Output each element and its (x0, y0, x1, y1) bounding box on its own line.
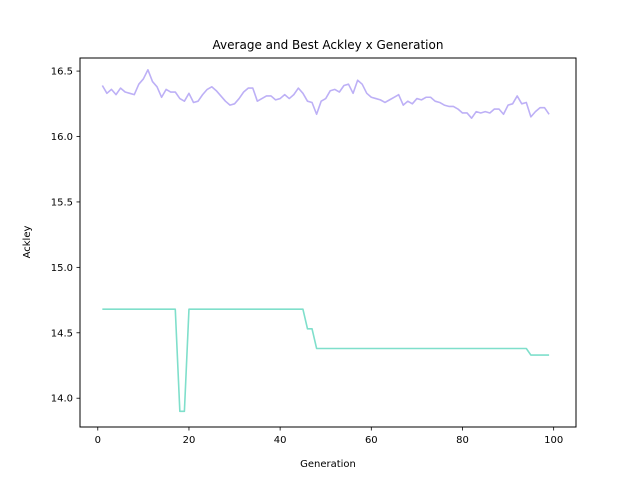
x-tick-label: 40 (274, 435, 287, 446)
x-tick-label: 0 (95, 435, 101, 446)
plot-area-frame (79, 57, 577, 428)
y-tick-label: 16.5 (51, 67, 73, 78)
y-tick-label: 15.5 (51, 197, 73, 208)
x-tick-label: 60 (365, 435, 378, 446)
x-tick-label: 100 (544, 435, 563, 446)
y-tick-label: 15.0 (51, 263, 73, 274)
x-tick-label: 80 (456, 435, 469, 446)
best-ackley-line (102, 308, 550, 413)
y-tick-label: 14.0 (51, 394, 73, 405)
series-layer (101, 68, 550, 413)
y-axis-label: Ackley (22, 226, 33, 259)
y-tick-label: 14.5 (51, 328, 73, 339)
y-tick-label: 16.0 (51, 132, 73, 143)
chart-title: Average and Best Ackley x Generation (213, 38, 444, 52)
x-tick-label: 20 (183, 435, 196, 446)
average-ackley-line (101, 68, 550, 119)
ticks-layer: 0 20 40 60 80 100 14.0 14.5 15.0 15.5 16.0 16.5 (51, 67, 563, 446)
x-axis-label: Generation (300, 459, 356, 470)
